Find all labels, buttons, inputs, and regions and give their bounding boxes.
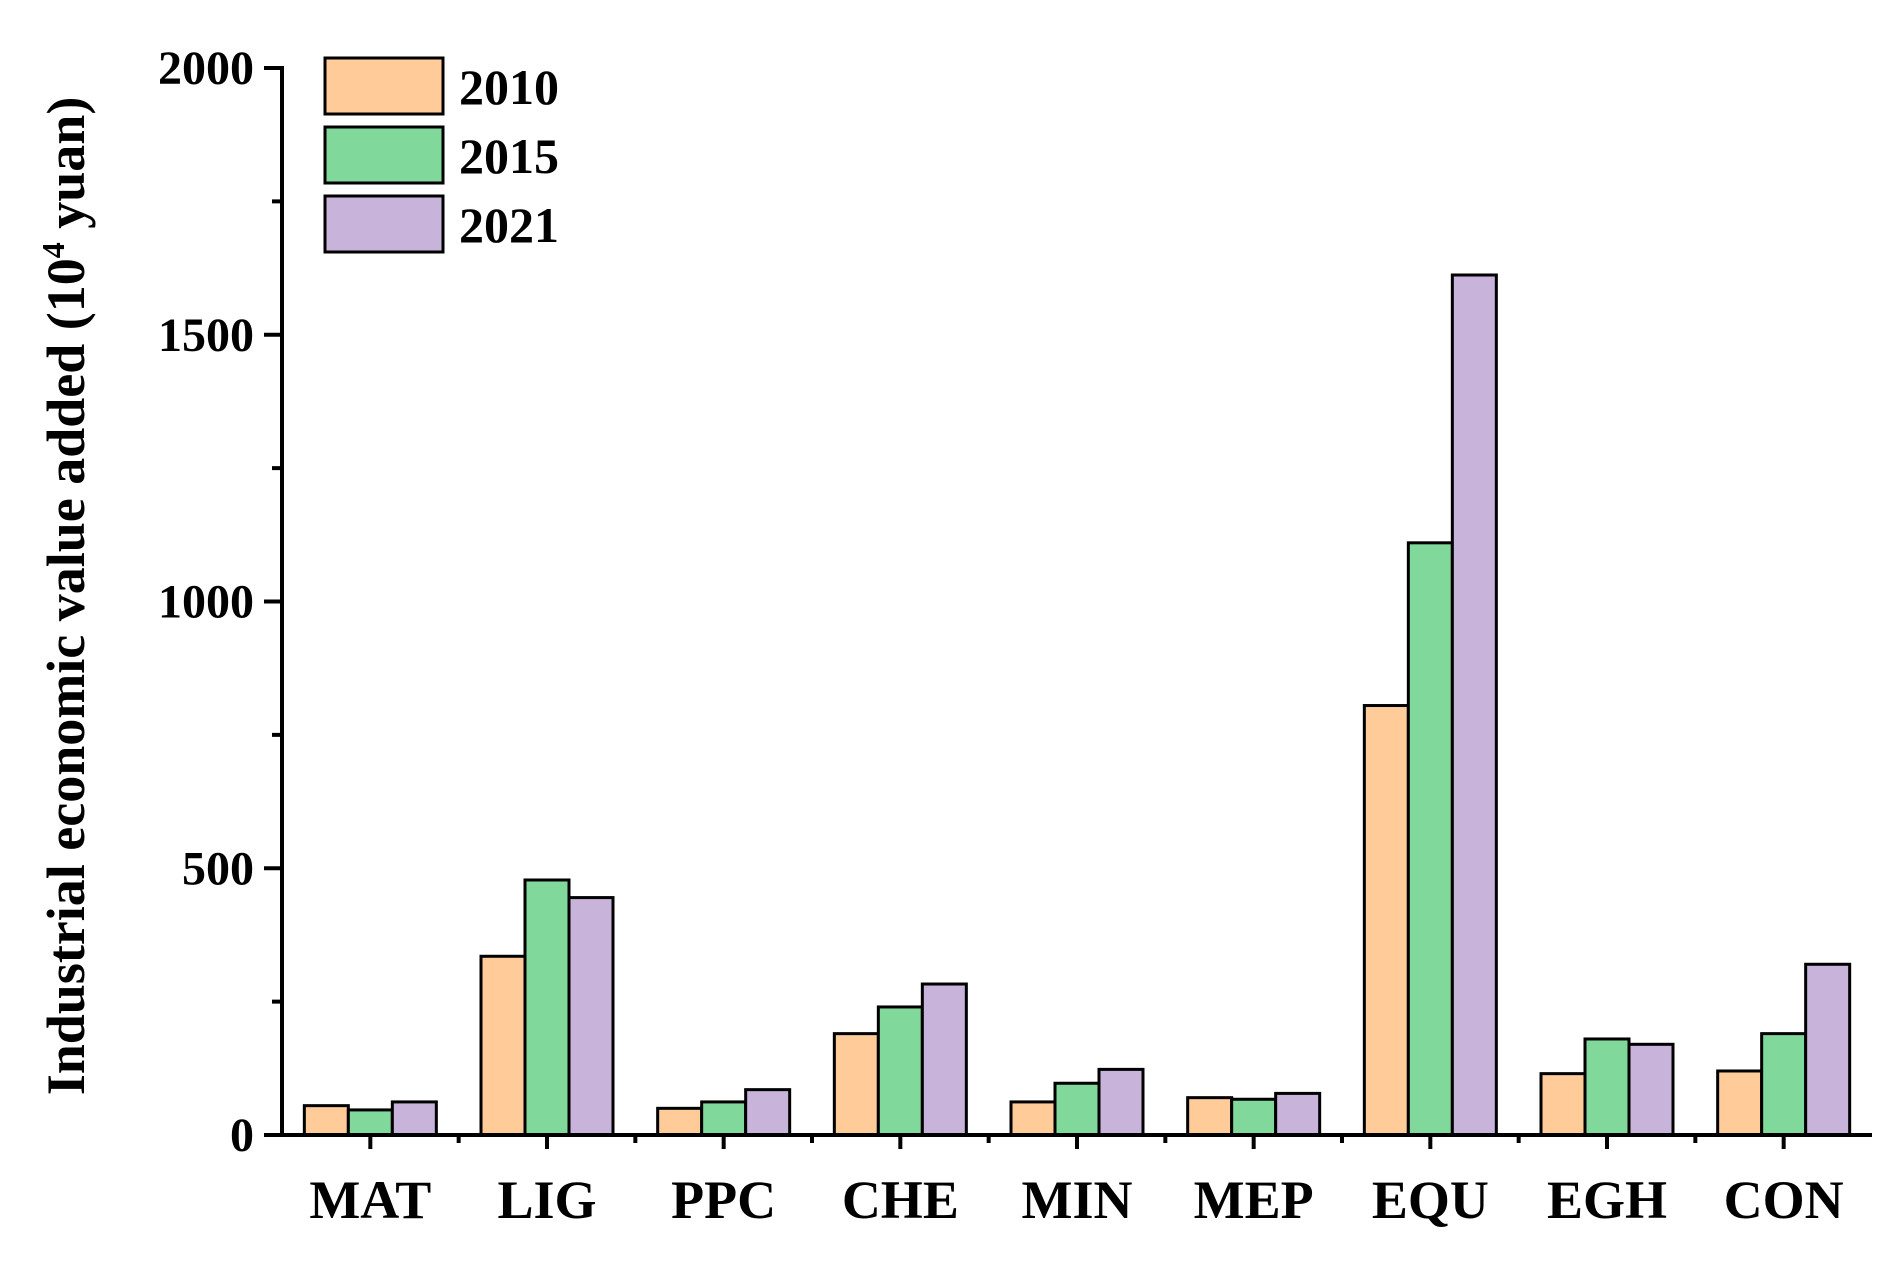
x-tick-label-mep: MEP [1194, 1170, 1314, 1230]
bar-mep-2010 [1186, 1096, 1234, 1137]
axes-group: 0 500 1000 1500 2000 MAT LIG PPC CHE MIN MEP EQU EGH… [158, 42, 1872, 1230]
bar-ppc-2010 [656, 1106, 704, 1137]
x-tick-label-ppc: PPC [671, 1170, 776, 1230]
legend: 2010 2015 2021 [323, 56, 559, 254]
bar-lig-2010 [479, 954, 527, 1137]
bar-egh-2015 [1583, 1037, 1631, 1137]
x-tick-label-egh: EGH [1547, 1170, 1667, 1230]
bar-egh-2010 [1539, 1072, 1587, 1137]
bar-ppc-2015 [700, 1100, 748, 1137]
bar-mat-2010 [302, 1104, 350, 1137]
legend-swatch-2021 [323, 194, 445, 254]
y-tick-label: 500 [182, 842, 254, 895]
bar-min-2021 [1097, 1067, 1145, 1137]
bar-che-2015 [876, 1005, 924, 1137]
y-axis-title-superscript: 4 [35, 242, 71, 258]
bars-group [302, 273, 1852, 1137]
legend-label-2015: 2015 [459, 128, 559, 184]
x-tick-label-min: MIN [1022, 1170, 1133, 1230]
x-tick-label-mat: MAT [309, 1170, 431, 1230]
bar-equ-2010 [1362, 704, 1410, 1137]
y-axis-title: Industrial economic value added (104 yua… [35, 97, 96, 1096]
x-tick-label-lig: LIG [497, 1170, 596, 1230]
bar-con-2021 [1804, 962, 1852, 1137]
bar-mep-2021 [1274, 1091, 1322, 1137]
bar-che-2021 [920, 982, 968, 1137]
y-tick-label: 2000 [158, 42, 254, 95]
bar-egh-2021 [1627, 1042, 1675, 1137]
legend-label-2021: 2021 [459, 197, 559, 253]
y-axis-title-main: Industrial economic value added (10 [36, 258, 96, 1095]
bar-min-2010 [1009, 1100, 1057, 1137]
bar-ppc-2021 [744, 1088, 792, 1137]
bar-min-2015 [1053, 1081, 1101, 1137]
x-tick-label-che: CHE [842, 1170, 959, 1230]
bar-con-2015 [1760, 1032, 1808, 1137]
bar-lig-2021 [567, 896, 615, 1137]
bar-equ-2015 [1406, 541, 1454, 1137]
x-tick-label-con: CON [1724, 1170, 1844, 1230]
bar-lig-2015 [523, 878, 571, 1137]
bar-mat-2015 [346, 1108, 394, 1137]
bar-che-2010 [832, 1032, 880, 1137]
bar-equ-2021 [1450, 273, 1498, 1137]
y-tick-label: 1500 [158, 309, 254, 362]
legend-swatch-2010 [323, 56, 445, 116]
y-tick-label: 1000 [158, 576, 254, 629]
y-axis-title-suffix: yuan) [36, 97, 96, 243]
legend-swatch-2015 [323, 125, 445, 185]
bar-mat-2021 [390, 1100, 438, 1137]
y-tick-label: 0 [230, 1109, 254, 1162]
bar-mep-2015 [1230, 1097, 1278, 1137]
bar-con-2010 [1716, 1069, 1764, 1137]
x-tick-label-equ: EQU [1372, 1170, 1489, 1230]
legend-label-2010: 2010 [459, 59, 559, 115]
